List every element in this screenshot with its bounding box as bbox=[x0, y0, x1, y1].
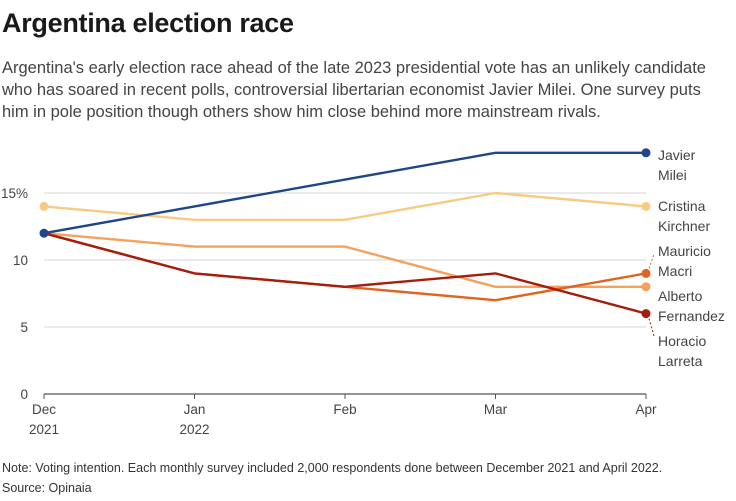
chart-subtitle: Argentina's early election race ahead of… bbox=[2, 59, 706, 121]
series-label: Kirchner bbox=[658, 218, 710, 234]
chart-title: Argentina election race bbox=[2, 8, 294, 38]
y-tick-label: 0 bbox=[20, 387, 28, 402]
series-label: Mauricio bbox=[658, 243, 711, 259]
series-start-marker bbox=[39, 228, 49, 238]
x-tick-label: 2021 bbox=[29, 422, 59, 437]
x-tick-label: Jan bbox=[184, 402, 206, 417]
series-label: Milei bbox=[658, 167, 687, 183]
series-end-marker bbox=[641, 309, 651, 319]
series-label: Larreta bbox=[658, 353, 703, 369]
series-line bbox=[42, 191, 648, 222]
series-start-marker bbox=[39, 201, 49, 211]
series-label: Javier bbox=[658, 147, 696, 163]
line-chart: 0 5 10 15% Dec 2021 Jan 2022 Feb Mar Apr Javier Mile… bbox=[1, 147, 725, 437]
series-label: Cristina bbox=[658, 198, 706, 214]
y-tick-label: 10 bbox=[13, 253, 28, 268]
chart-note: Note: Voting intention. Each monthly sur… bbox=[2, 461, 663, 475]
series-end-marker bbox=[641, 148, 651, 158]
label-leader bbox=[648, 253, 655, 269]
series-label: Horacio bbox=[658, 333, 706, 349]
series-label: Fernandez bbox=[658, 308, 725, 324]
x-tick-label: Feb bbox=[333, 402, 356, 417]
series-line bbox=[42, 151, 648, 235]
x-tick-label: Mar bbox=[484, 402, 508, 417]
y-tick-label: 15% bbox=[1, 186, 28, 201]
y-tick-label: 5 bbox=[20, 320, 28, 335]
x-tick-label: 2022 bbox=[179, 422, 209, 437]
series-label: Macri bbox=[658, 263, 692, 279]
series-label: Alberto bbox=[658, 288, 703, 304]
series-line bbox=[42, 231, 648, 315]
series-end-marker bbox=[641, 201, 651, 211]
series-end-marker bbox=[641, 282, 651, 292]
label-leader bbox=[648, 318, 655, 337]
series-end-marker bbox=[641, 268, 651, 278]
chart-source: Source: Opinaia bbox=[2, 481, 92, 495]
x-tick-label: Apr bbox=[635, 402, 657, 417]
x-tick-label: Dec bbox=[32, 402, 56, 417]
